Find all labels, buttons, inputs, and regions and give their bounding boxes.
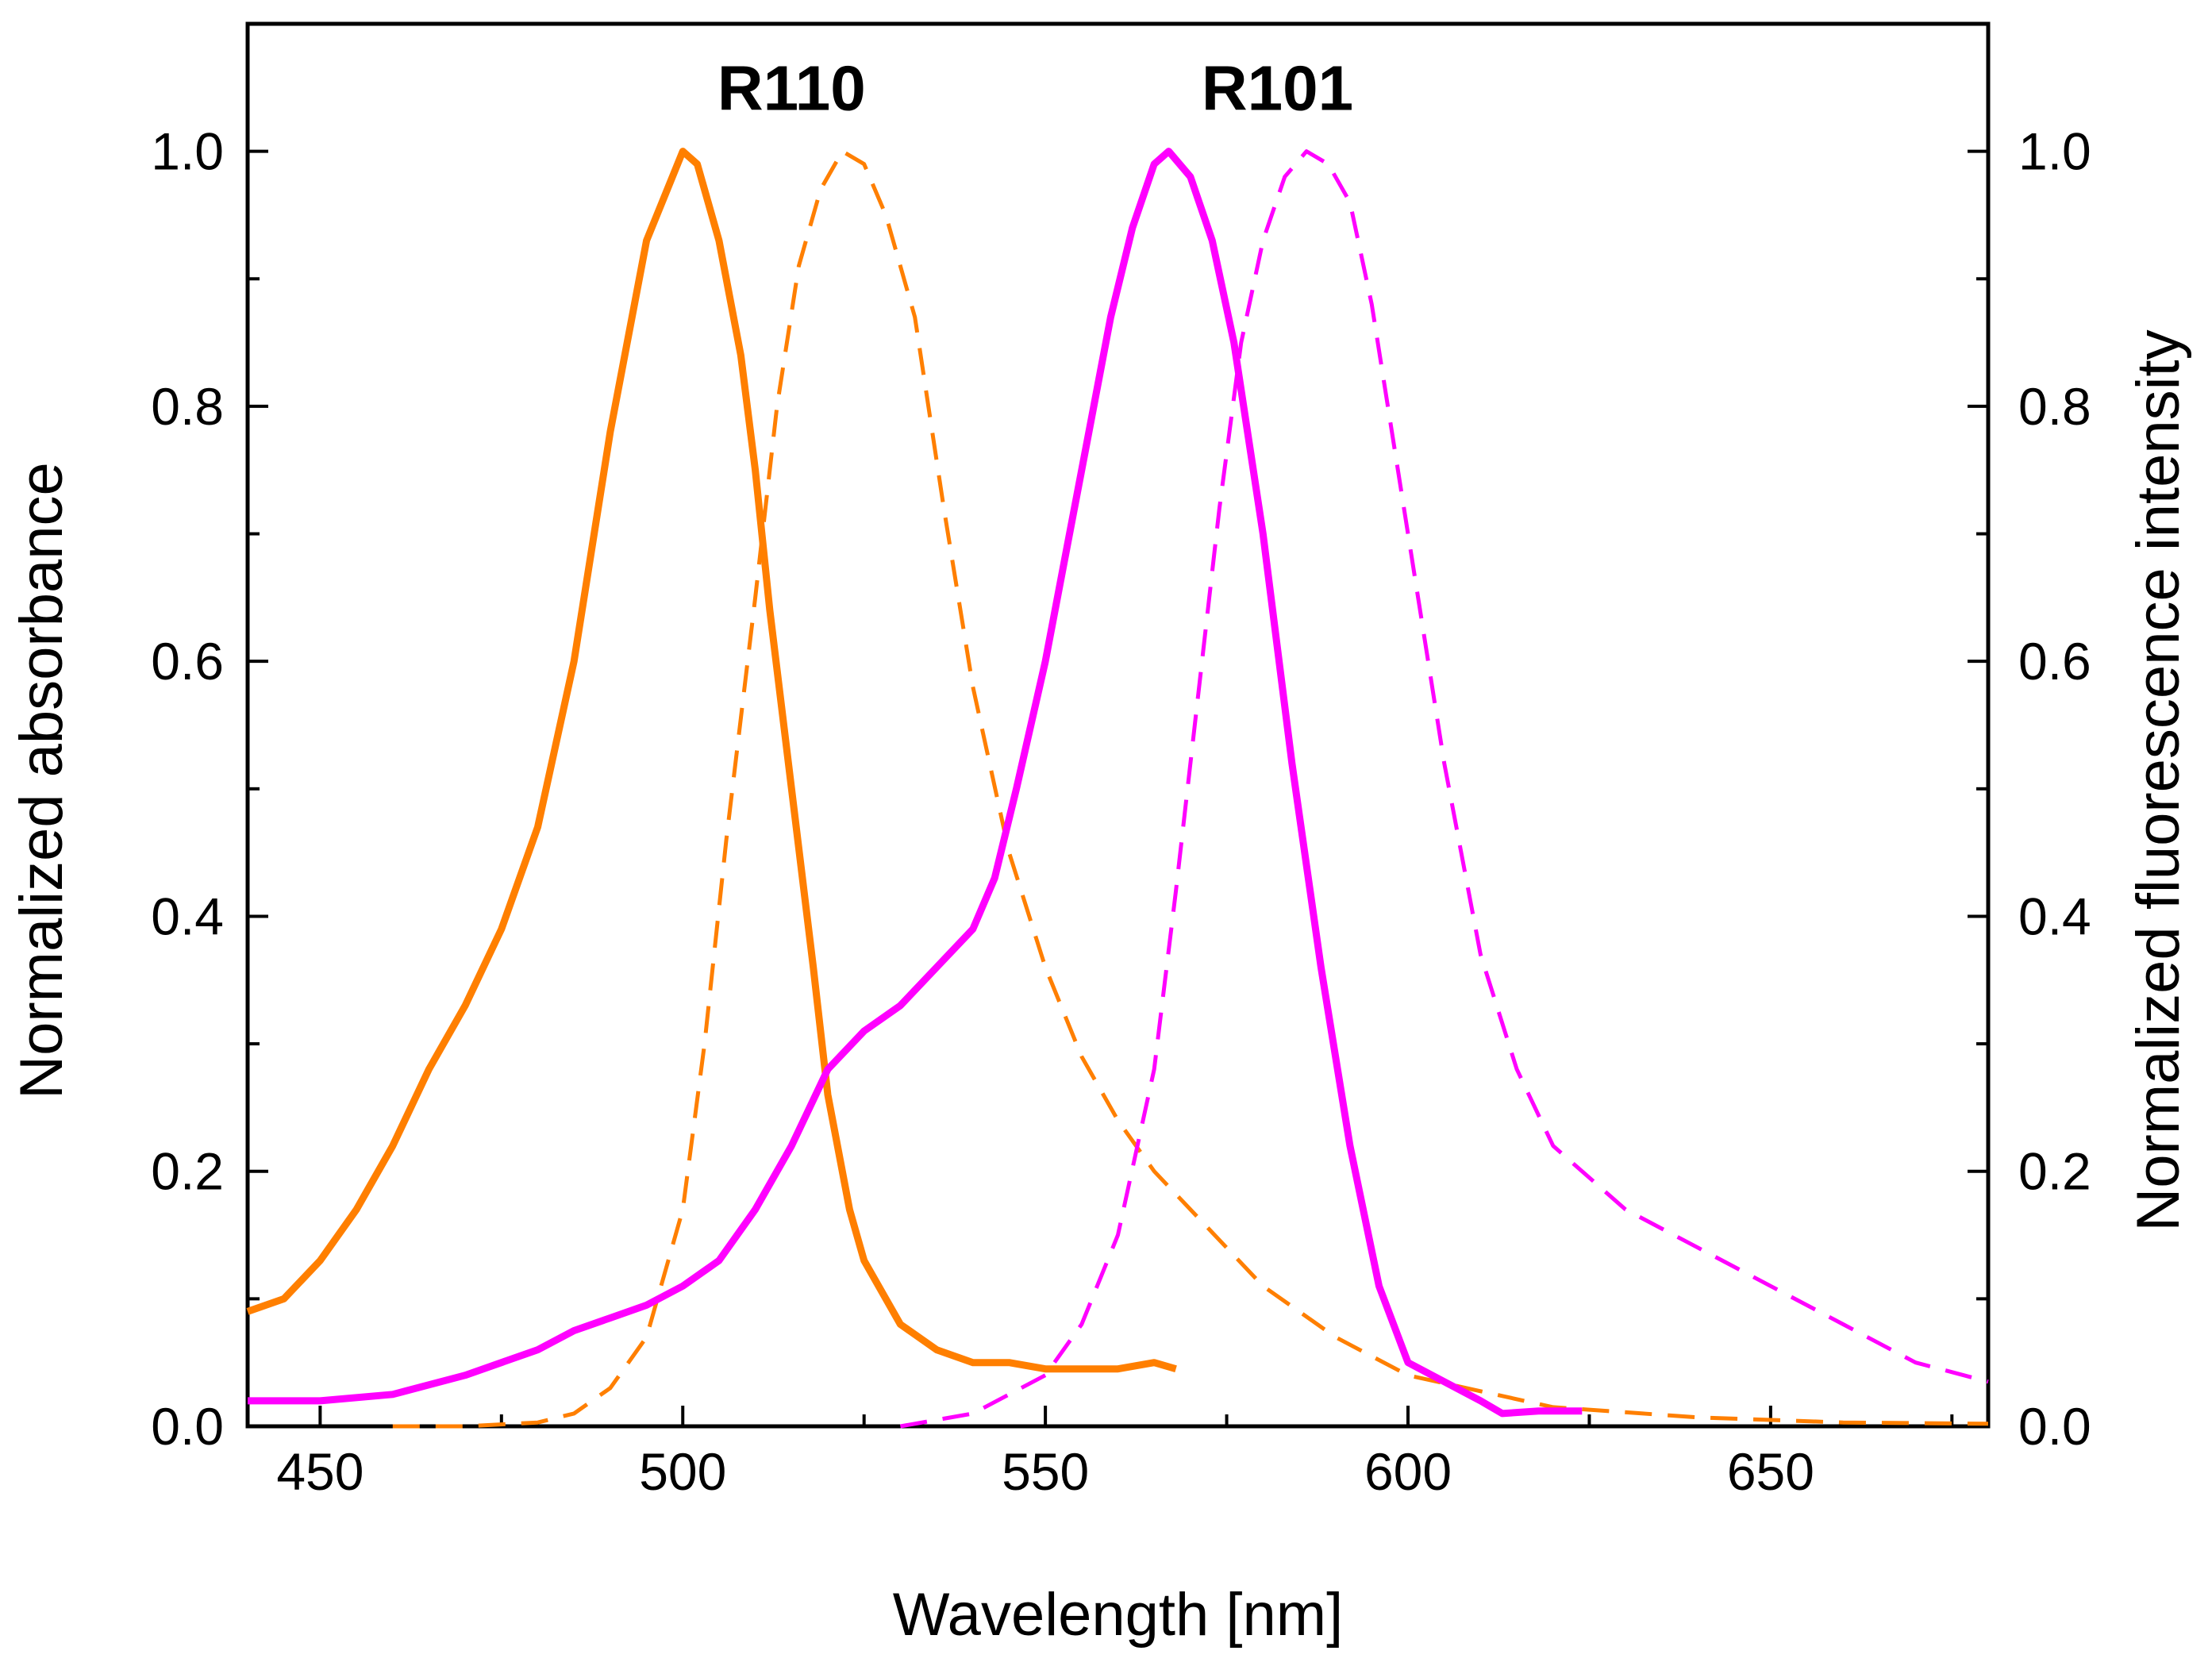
x-axis-title: Wavelength [nm]: [893, 1581, 1343, 1649]
y-tick-left-label: 0.6: [151, 632, 224, 691]
axis-titles: Wavelength [nm] Normalized absorbance No…: [8, 329, 2192, 1649]
annotations: R110 R101: [717, 52, 1353, 123]
annotation-r101: R101: [1202, 52, 1353, 123]
x-tick-label: 500: [639, 1442, 726, 1501]
series-line-r101-fluorescence: [899, 149, 1989, 1429]
y-axis-right-title: Normalized fluorescence intensity: [2125, 329, 2192, 1231]
annotation-r110: R110: [717, 52, 866, 123]
y-tick-left-label: 0.0: [151, 1397, 224, 1456]
y-tick-right-label: 0.4: [2018, 887, 2091, 945]
series-line-r101-absorbance: [248, 148, 1583, 1418]
y-tick-left-label: 0.4: [151, 887, 224, 945]
x-tick-label: 550: [1002, 1442, 1089, 1501]
data-series: [246, 148, 1989, 1429]
y-tick-right-label: 0.6: [2018, 632, 2091, 691]
axis-ticks: [248, 22, 1988, 1428]
y-tick-right-label: 0.2: [2018, 1142, 2091, 1201]
tick-labels: 450 500 550 600 650 0.0 0.0 0.2 0.2 0.4 0.4 0.6 0.6 0…: [151, 122, 2091, 1501]
y-tick-left-label: 0.8: [151, 377, 224, 436]
plot-frame: [245, 21, 1991, 1429]
y-tick-left-label: 1.0: [151, 122, 224, 181]
plot-area-border: [245, 21, 1991, 1429]
y-tick-right-label: 0.8: [2018, 377, 2091, 436]
x-tick-label: 450: [276, 1442, 364, 1501]
y-axis-left-title: Normalized absorbance: [8, 462, 75, 1099]
x-tick-label: 650: [1727, 1442, 1814, 1501]
y-tick-right-label: 0.0: [2018, 1397, 2091, 1456]
y-tick-right-label: 1.0: [2018, 122, 2091, 181]
series-line-r110-absorbance: [246, 148, 1177, 1373]
y-tick-left-label: 0.2: [151, 1142, 224, 1201]
x-tick-label: 600: [1364, 1442, 1452, 1501]
series-line-r110-fluorescence: [392, 149, 1989, 1429]
